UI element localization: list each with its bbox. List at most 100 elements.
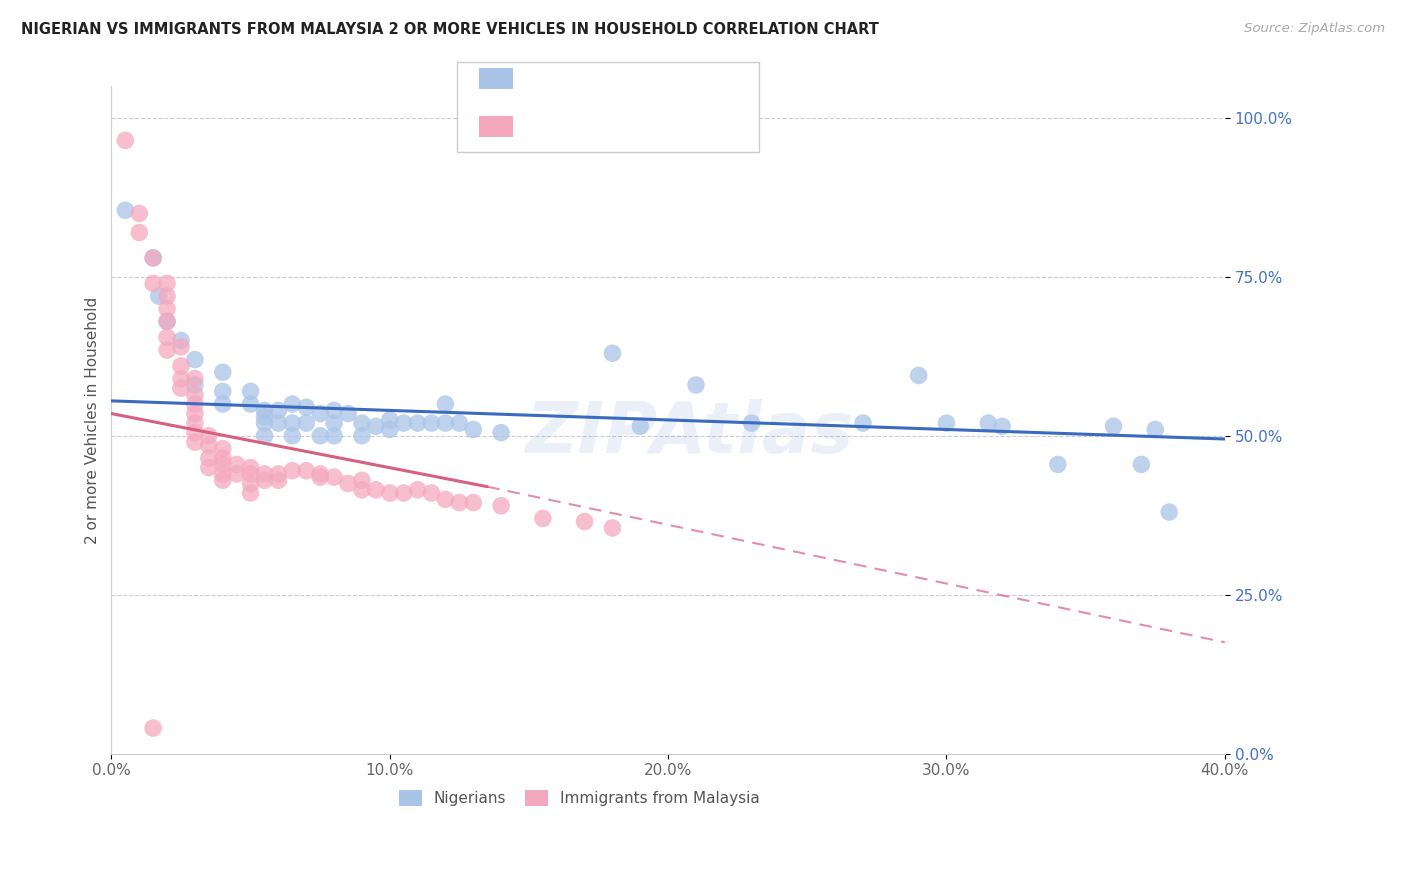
Text: 64: 64 bbox=[644, 120, 665, 134]
Point bbox=[295, 401, 318, 415]
Point bbox=[392, 416, 415, 430]
Point bbox=[364, 483, 387, 497]
Text: N =: N = bbox=[612, 71, 645, 86]
Y-axis label: 2 or more Vehicles in Household: 2 or more Vehicles in Household bbox=[86, 296, 100, 543]
Point bbox=[463, 495, 485, 509]
Point bbox=[685, 378, 707, 392]
Point bbox=[198, 451, 221, 466]
Point bbox=[434, 416, 457, 430]
Point bbox=[323, 416, 346, 430]
Point bbox=[1130, 458, 1153, 472]
Point bbox=[239, 384, 262, 399]
Point bbox=[295, 416, 318, 430]
Point bbox=[489, 425, 512, 440]
Point bbox=[184, 416, 207, 430]
Point bbox=[114, 133, 136, 147]
Point bbox=[323, 470, 346, 484]
Point bbox=[309, 467, 332, 481]
Point bbox=[977, 416, 1000, 430]
Legend: Nigerians, Immigrants from Malaysia: Nigerians, Immigrants from Malaysia bbox=[392, 784, 766, 813]
Point bbox=[253, 403, 276, 417]
Text: Source: ZipAtlas.com: Source: ZipAtlas.com bbox=[1244, 22, 1385, 36]
Point bbox=[323, 429, 346, 443]
Point bbox=[337, 407, 360, 421]
Point bbox=[170, 371, 193, 385]
Point bbox=[211, 365, 233, 379]
Point bbox=[350, 416, 373, 430]
Point bbox=[378, 413, 401, 427]
Point bbox=[114, 203, 136, 218]
Point bbox=[225, 467, 247, 481]
Point bbox=[184, 425, 207, 440]
Point bbox=[225, 458, 247, 472]
Point bbox=[1102, 419, 1125, 434]
Point bbox=[156, 277, 179, 291]
Point bbox=[198, 429, 221, 443]
Point bbox=[184, 435, 207, 450]
Text: R =: R = bbox=[520, 71, 554, 86]
Point bbox=[253, 416, 276, 430]
Point bbox=[602, 521, 624, 535]
Text: R =: R = bbox=[520, 120, 554, 134]
Point bbox=[211, 451, 233, 466]
Point bbox=[239, 476, 262, 491]
Point bbox=[148, 289, 170, 303]
Point bbox=[449, 495, 471, 509]
Text: NIGERIAN VS IMMIGRANTS FROM MALAYSIA 2 OR MORE VEHICLES IN HOUSEHOLD CORRELATION: NIGERIAN VS IMMIGRANTS FROM MALAYSIA 2 O… bbox=[21, 22, 879, 37]
Point bbox=[420, 416, 443, 430]
Point bbox=[198, 438, 221, 452]
Point bbox=[239, 467, 262, 481]
Point bbox=[935, 416, 957, 430]
Point bbox=[489, 499, 512, 513]
Point bbox=[420, 486, 443, 500]
Point bbox=[184, 352, 207, 367]
Point bbox=[239, 460, 262, 475]
Text: -0.106: -0.106 bbox=[554, 120, 609, 134]
Point bbox=[378, 422, 401, 436]
Point bbox=[434, 492, 457, 507]
Point bbox=[253, 429, 276, 443]
Point bbox=[281, 416, 304, 430]
Point bbox=[211, 384, 233, 399]
Point bbox=[392, 486, 415, 500]
Point bbox=[156, 314, 179, 328]
Point bbox=[350, 483, 373, 497]
Point bbox=[142, 251, 165, 265]
Point bbox=[184, 371, 207, 385]
Point bbox=[156, 289, 179, 303]
Point bbox=[156, 330, 179, 344]
Point bbox=[211, 467, 233, 481]
Point bbox=[156, 301, 179, 316]
Point bbox=[156, 343, 179, 357]
Point bbox=[267, 467, 290, 481]
Point bbox=[184, 378, 207, 392]
Point bbox=[211, 473, 233, 487]
Point bbox=[267, 416, 290, 430]
Point bbox=[309, 470, 332, 484]
Point bbox=[253, 409, 276, 424]
Point bbox=[1046, 458, 1069, 472]
Point bbox=[309, 407, 332, 421]
Point bbox=[267, 403, 290, 417]
Point bbox=[1144, 422, 1167, 436]
Point bbox=[281, 429, 304, 443]
Point bbox=[323, 403, 346, 417]
Text: -0.108: -0.108 bbox=[554, 71, 609, 86]
Text: N =: N = bbox=[612, 120, 645, 134]
Point bbox=[128, 206, 150, 220]
Point bbox=[406, 483, 429, 497]
Point bbox=[337, 476, 360, 491]
Point bbox=[170, 381, 193, 395]
Point bbox=[142, 251, 165, 265]
Point bbox=[184, 387, 207, 401]
Point bbox=[295, 464, 318, 478]
Point bbox=[253, 467, 276, 481]
Point bbox=[628, 419, 651, 434]
Point bbox=[434, 397, 457, 411]
Point bbox=[211, 458, 233, 472]
Point bbox=[531, 511, 554, 525]
Point bbox=[211, 442, 233, 456]
Point bbox=[239, 486, 262, 500]
Point bbox=[1159, 505, 1181, 519]
Point bbox=[211, 397, 233, 411]
